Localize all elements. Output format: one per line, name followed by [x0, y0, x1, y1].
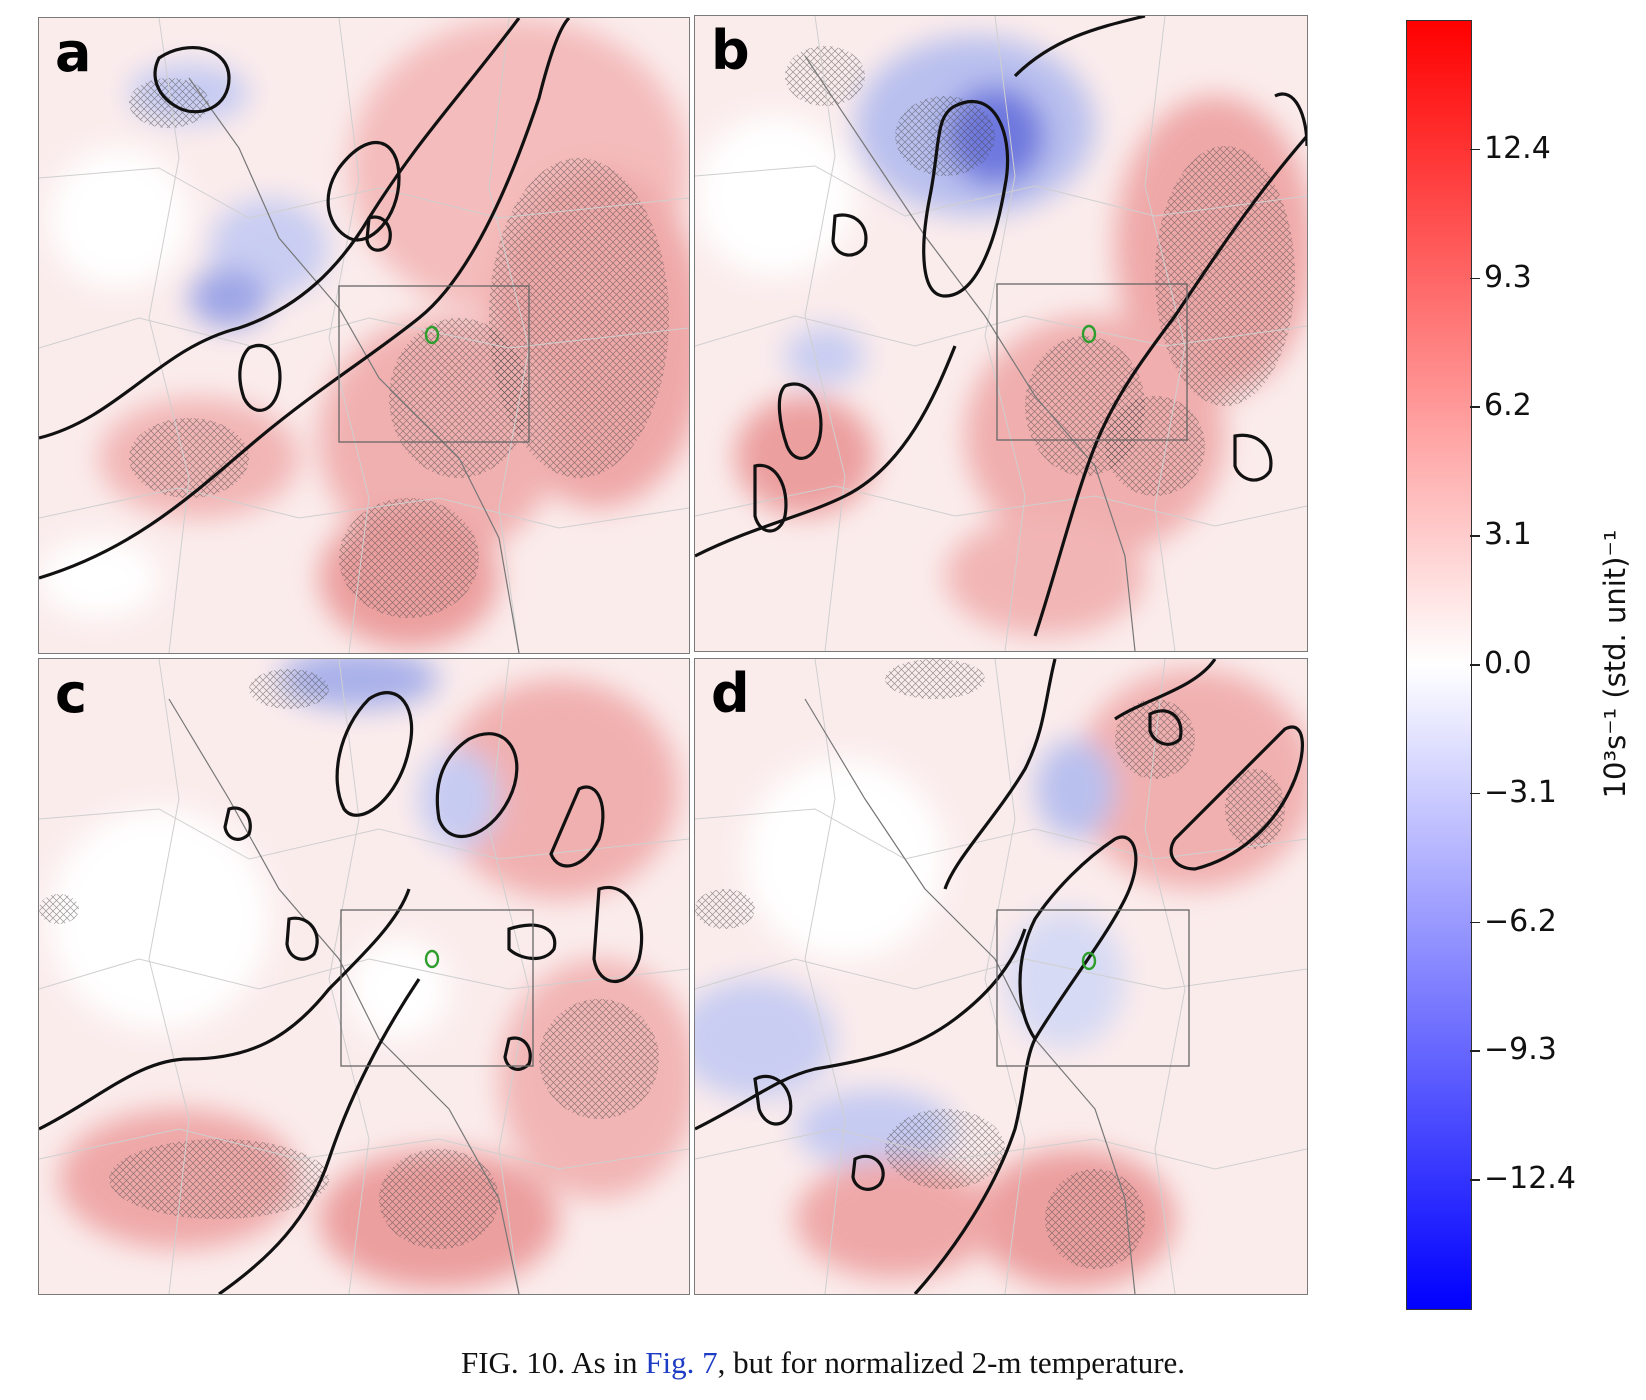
map-field-d — [695, 659, 1307, 1294]
figure-caption: FIG. 10. As in Fig. 7, but for normalize… — [0, 1345, 1646, 1381]
map-field-a — [39, 18, 689, 653]
map-panel-c: c — [38, 658, 690, 1295]
colorbar-tick — [1470, 664, 1480, 666]
colorbar-tick-label: −9.3 — [1484, 1032, 1557, 1068]
colorbar-tick — [1470, 535, 1480, 537]
colorbar-tick — [1470, 148, 1480, 151]
panel-label-c: c — [55, 662, 88, 725]
colorbar-tick-label: 9.3 — [1484, 259, 1532, 295]
map-panel-b: b — [694, 15, 1308, 652]
caption-prefix: FIG. 10. As in — [460, 1345, 646, 1380]
colorbar-label: 10³s⁻¹ (std. unit)⁻¹ — [1598, 529, 1632, 799]
panel-label-a: a — [55, 21, 92, 84]
caption-figure-link[interactable]: Fig. 7 — [645, 1345, 718, 1380]
colorbar-tick — [1470, 406, 1480, 408]
colorbar-tick-label: 0.0 — [1484, 646, 1532, 681]
map-panel-d: d — [694, 658, 1308, 1295]
colorbar-tick — [1470, 921, 1480, 924]
colorbar-tick-label: 12.4 — [1484, 130, 1551, 166]
colorbar-tick — [1470, 1179, 1480, 1181]
panel-label-d: d — [711, 662, 750, 725]
colorbar-tick-label: −6.2 — [1484, 903, 1557, 939]
colorbar-tick — [1470, 1050, 1480, 1052]
map-field-b — [695, 16, 1307, 651]
colorbar-tick — [1470, 277, 1480, 280]
map-panel-a: a — [38, 17, 690, 654]
colorbar-tick — [1470, 792, 1480, 795]
caption-suffix: , but for normalized 2-m temperature. — [717, 1345, 1186, 1380]
panel-label-b: b — [711, 19, 750, 82]
colorbar — [1406, 20, 1472, 1310]
colorbar-tick-label: 6.2 — [1484, 388, 1532, 424]
colorbar-tick-label: −3.1 — [1484, 774, 1557, 810]
colorbar-tick-label: 3.1 — [1484, 517, 1532, 553]
map-field-c — [39, 659, 689, 1294]
colorbar-tick-label: −12.4 — [1484, 1161, 1576, 1197]
